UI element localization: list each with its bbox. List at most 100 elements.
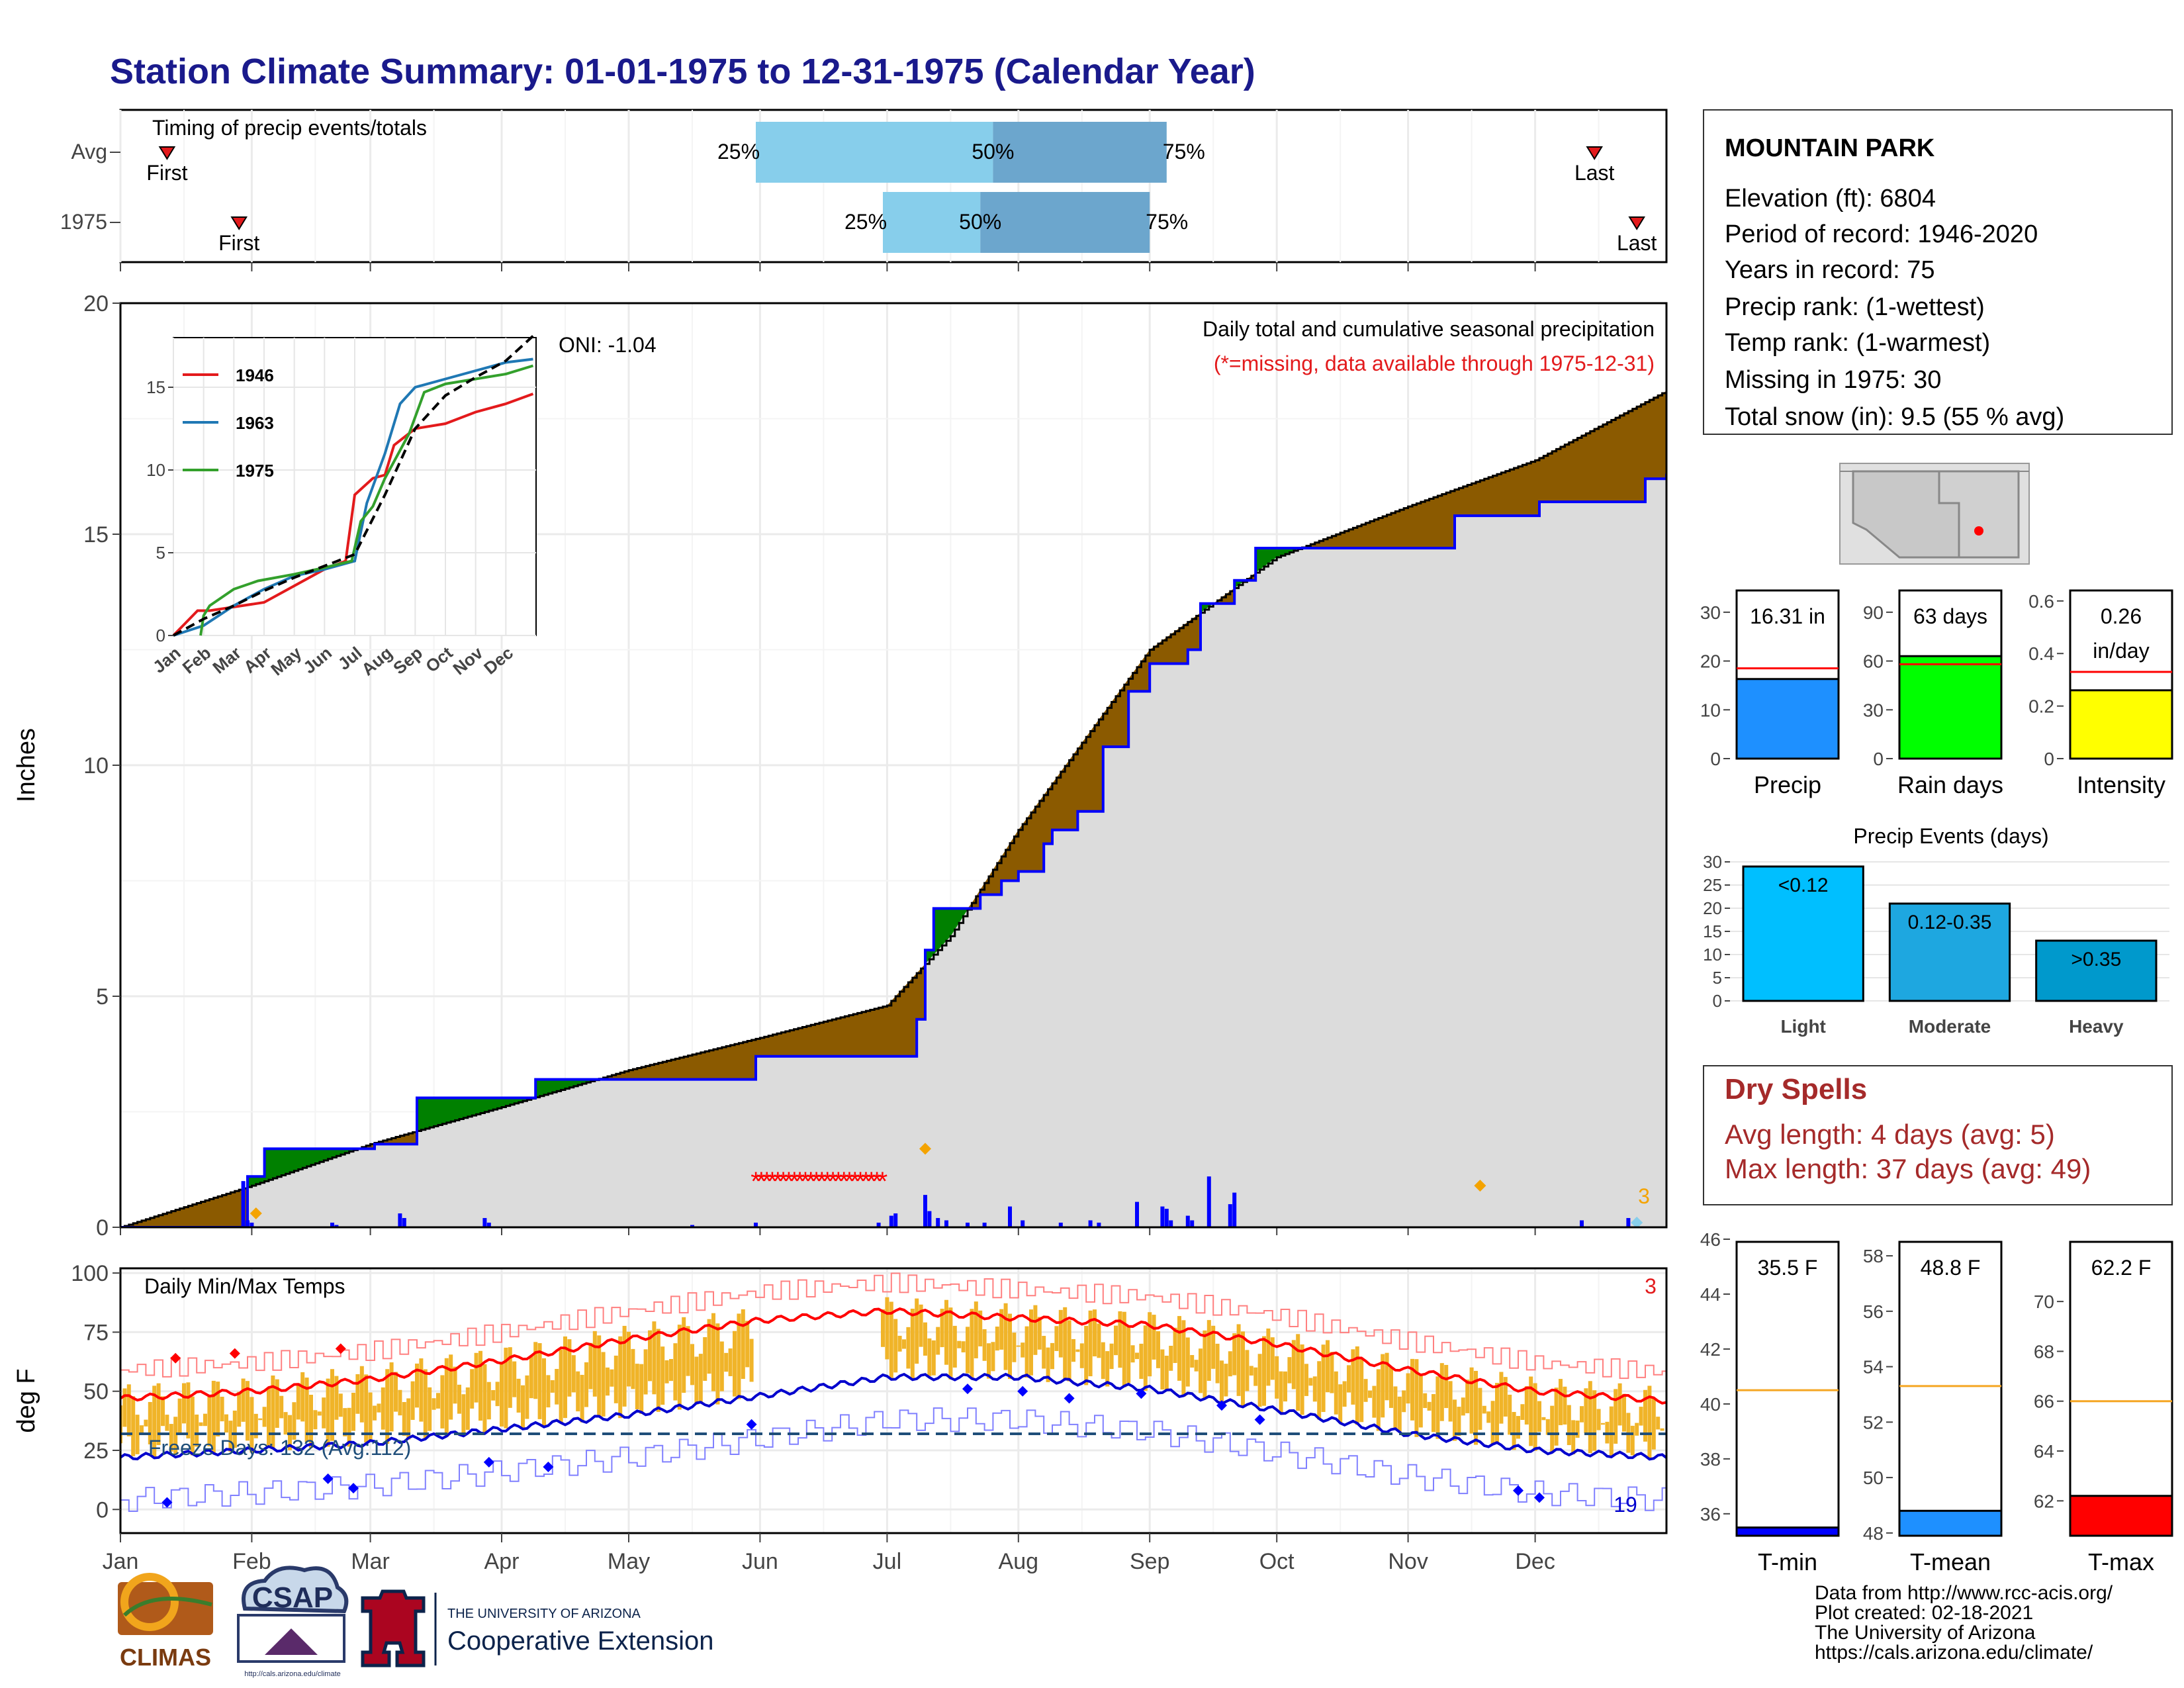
- ua-line-1: THE UNIVERSITY OF ARIZONA: [447, 1607, 641, 1621]
- temps-daily-bar: [745, 1321, 750, 1368]
- precip-daily-bar: [1190, 1220, 1195, 1227]
- credit-data-source: Data from http://www.rcc-acis.org/: [1815, 1582, 2113, 1604]
- temps-daily-bar: [1054, 1326, 1059, 1351]
- temps-daily-bar: [453, 1366, 457, 1404]
- temps-daily-bar: [1046, 1347, 1050, 1382]
- temps-daily-bar: [444, 1358, 449, 1437]
- temps-daily-bar: [1385, 1352, 1389, 1401]
- temps-daily-bar: [1326, 1340, 1330, 1393]
- temps-daily-bar: [482, 1364, 487, 1434]
- precip-daily-bar: [1021, 1220, 1025, 1227]
- temps-daily-bar: [241, 1378, 246, 1422]
- precip-daily-bar: [927, 1211, 932, 1227]
- events-category-label: Heavy: [2069, 1016, 2124, 1037]
- temps-daily-bar: [1469, 1367, 1474, 1434]
- inset-legend-label: 1975: [236, 461, 274, 481]
- temps-daily-bar: [652, 1321, 657, 1395]
- temps-daily-bar: [686, 1326, 690, 1376]
- month-tick-label: Mar: [351, 1549, 390, 1574]
- missing-marker: *: [839, 1167, 849, 1196]
- temps-daily-bar: [1334, 1371, 1338, 1415]
- temps-daily-bar: [144, 1419, 148, 1427]
- temps-daily-bar: [1584, 1388, 1588, 1433]
- month-tick-label: Aug: [999, 1549, 1039, 1574]
- climas-logo: CLIMAS: [118, 1573, 213, 1671]
- temps-daily-bar: [1249, 1366, 1253, 1376]
- temps-daily-bar: [486, 1382, 491, 1420]
- freeze-days-label: Freeze Days: 132 (Avg:112): [148, 1436, 411, 1460]
- temps-daily-bar: [1432, 1393, 1435, 1432]
- temps-daily-bar: [1609, 1406, 1614, 1457]
- temps-daily-bar: [1220, 1360, 1224, 1403]
- temps-daily-bar: [428, 1387, 432, 1431]
- precip-daily-bar: [966, 1223, 970, 1227]
- temps-daily-bar: [1088, 1310, 1093, 1377]
- temps-daily-bar: [1660, 1428, 1664, 1431]
- temps-daily-bar: [440, 1375, 445, 1429]
- temps-daily-bar: [1105, 1351, 1110, 1387]
- stat-y-tick-label: 0.2: [2028, 696, 2054, 717]
- events-bar-label: 0.12-0.35: [1908, 912, 1992, 933]
- temps-y-tick-label: 75: [83, 1320, 109, 1345]
- stat-value-bar: [2069, 1495, 2173, 1537]
- temps-daily-bar: [355, 1374, 360, 1414]
- temps-daily-bar: [1118, 1311, 1122, 1368]
- temps-daily-bar: [1181, 1320, 1186, 1397]
- credit-url: https://cals.arizona.edu/climate/: [1815, 1642, 2093, 1664]
- record-low-marker: [161, 1497, 173, 1508]
- events-y-tick-label: 20: [1703, 898, 1722, 918]
- month-tick-label: Apr: [484, 1549, 520, 1574]
- precip-daily-bar: [1232, 1192, 1237, 1227]
- stat-y-tick-label: 30: [1700, 602, 1721, 623]
- temps-daily-bar: [237, 1391, 242, 1427]
- stat-value-label: 0.26: [2101, 604, 2142, 628]
- temps-daily-bar: [1101, 1342, 1105, 1380]
- temps-daily-bar: [474, 1352, 478, 1403]
- precip-daily-bar: [893, 1213, 898, 1227]
- temps-daily-bar: [457, 1384, 461, 1414]
- credit-university: The University of Arizona: [1815, 1622, 2036, 1644]
- missing-marker: *: [822, 1167, 833, 1196]
- temps-daily-bar: [618, 1336, 623, 1419]
- precip-marker: [1631, 1217, 1643, 1227]
- temps-daily-bar: [974, 1301, 978, 1358]
- temps-daily-bar: [592, 1331, 597, 1397]
- temps-y-label: deg F: [13, 1368, 40, 1432]
- precip-y-label: Inches: [13, 728, 40, 802]
- temps-daily-bar: [275, 1379, 279, 1428]
- temps-daily-bar: [1093, 1309, 1097, 1357]
- temps-daily-bar: [711, 1313, 715, 1391]
- temps-daily-bar: [940, 1309, 944, 1348]
- temps-daily-bar: [1524, 1386, 1529, 1425]
- temps-daily-bar: [169, 1424, 173, 1452]
- stat-outline: [1735, 1241, 1840, 1537]
- precip-daily-bar: [246, 1220, 250, 1227]
- temps-daily-bar: [1444, 1364, 1449, 1409]
- temps-daily-bar: [1321, 1344, 1326, 1413]
- temps-daily-bar: [1537, 1401, 1541, 1432]
- climas-logo-text: CLIMAS: [120, 1644, 211, 1671]
- precip-avg-line: [120, 391, 1666, 1227]
- record-low-marker: [1254, 1414, 1265, 1425]
- temps-daily-bar: [660, 1346, 665, 1405]
- credit-plot-created: Plot created: 02-18-2021: [1815, 1602, 2033, 1624]
- month-tick-label: May: [608, 1549, 650, 1574]
- temps-daily-bar: [491, 1389, 496, 1401]
- station-missing: Missing in 1975: 30: [1725, 366, 1941, 394]
- temps-daily-bar: [957, 1340, 962, 1348]
- temps-daily-bar: [1126, 1327, 1131, 1383]
- temps-daily-bar: [715, 1323, 720, 1405]
- temps-daily-bar: [1016, 1345, 1021, 1347]
- rain-days-chart: 0 30 60 90 63 days Rain days: [1863, 588, 2008, 798]
- temps-daily-bar: [521, 1385, 525, 1429]
- record-low-marker: [322, 1473, 334, 1484]
- temps-daily-bar: [1130, 1345, 1135, 1363]
- temps-daily-bar: [643, 1349, 648, 1395]
- temps-daily-bar: [1418, 1374, 1423, 1428]
- temps-daily-bar: [373, 1405, 377, 1421]
- stat-x-label: Intensity: [2077, 771, 2165, 798]
- stat-x-label: T-min: [1758, 1548, 1817, 1575]
